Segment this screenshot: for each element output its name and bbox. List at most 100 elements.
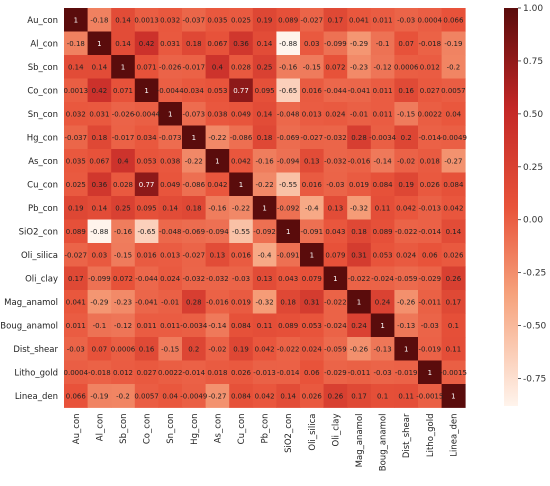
heatmap-cells [64, 8, 466, 408]
heatmap-cell-value: -0.019 [419, 345, 442, 353]
heatmap-cell [229, 337, 254, 361]
heatmap-cell [276, 172, 301, 197]
heatmap-cell [252, 219, 277, 244]
heatmap-cell-value: -0.15 [114, 251, 132, 259]
heatmap-cell-value: 0.26 [328, 392, 344, 400]
heatmap-cell-value: 0.19 [398, 181, 414, 189]
heatmap-cell [64, 55, 88, 79]
heatmap-cell [418, 172, 442, 197]
heatmap-cell [205, 78, 230, 103]
heatmap-cell [441, 78, 466, 103]
heatmap-cell [64, 149, 88, 173]
heatmap-cell-value: 0.024 [396, 251, 417, 259]
heatmap-cell-value: -0.0049 [440, 134, 467, 142]
heatmap-cell-value: 0.089 [278, 16, 298, 24]
heatmap-cell-value: 0.053 [302, 322, 322, 330]
heatmap-cell [205, 360, 230, 385]
heatmap-cell [300, 149, 324, 173]
heatmap-cell [229, 219, 254, 244]
heatmap-cell [252, 172, 277, 197]
heatmap-cell-value: 0.042 [396, 204, 416, 212]
colorbar-tick-label: 0.75 [523, 57, 543, 67]
heatmap-cell [158, 384, 183, 408]
heatmap-cell [323, 55, 348, 79]
heatmap-cell [370, 172, 395, 197]
heatmap-cell-value: 0.089 [373, 228, 393, 236]
heatmap-cell-value: 0.016 [137, 251, 158, 259]
heatmap-cell-value: -0.12 [374, 63, 392, 71]
heatmap-cell-value: -0.027 [65, 251, 88, 259]
heatmap-cell-value: -0.0044 [133, 110, 161, 118]
heatmap-cell [87, 290, 112, 314]
heatmap-cell [87, 243, 112, 267]
heatmap-cell-value: -0.092 [253, 228, 276, 236]
heatmap-cell-value: 0.17 [68, 275, 84, 283]
heatmap-cell [323, 384, 348, 408]
heatmap-cell-value: -0.016 [206, 298, 229, 306]
heatmap-cell [64, 31, 88, 56]
heatmap-cell [300, 31, 324, 56]
heatmap-cell-value: 0.027 [137, 369, 157, 377]
heatmap-cell-value: 1 [239, 181, 243, 189]
heatmap-cell [276, 102, 301, 126]
heatmap-cell [441, 360, 466, 385]
heatmap-cell [300, 219, 324, 244]
heatmap-cell-value: 0.06 [422, 251, 438, 259]
heatmap-cell-value: 0.035 [66, 157, 86, 165]
heatmap-cell [276, 196, 301, 220]
heatmap-cell [182, 8, 206, 32]
heatmap-cell-value: -0.022 [395, 228, 418, 236]
heatmap-cell-value: 0.084 [231, 392, 252, 400]
heatmap-cell [370, 55, 395, 79]
heatmap-cell [158, 125, 183, 150]
colorbar-tick-label: -0.50 [523, 322, 547, 332]
heatmap-cell [205, 243, 230, 267]
heatmap-cell-value: 0.13 [210, 251, 226, 259]
heatmap-cell-value: -0.013 [419, 204, 442, 212]
heatmap-cell-value: 1 [333, 275, 337, 283]
heatmap-cell [205, 337, 230, 361]
heatmap-cell [205, 125, 230, 150]
heatmap-cell-value: -0.0034 [369, 134, 397, 142]
heatmap-cell-value: 0.0022 [418, 110, 443, 118]
heatmap-cell-value: -0.032 [324, 134, 347, 142]
heatmap-cell [252, 78, 277, 103]
x-tick-label: Au_con [72, 414, 82, 445]
x-tick-label: Oli_clay [331, 414, 341, 447]
heatmap-cell [276, 290, 301, 314]
heatmap-cell [158, 290, 183, 314]
heatmap-cell-value: 0.089 [66, 228, 86, 236]
heatmap-cell-value: -0.091 [277, 251, 300, 259]
heatmap-cell-value: -0.88 [90, 228, 108, 236]
heatmap-cell-value: 0.043 [325, 228, 345, 236]
heatmap-cell [418, 243, 442, 267]
heatmap-cell-value: -0.16 [114, 228, 133, 236]
heatmap-cell [370, 8, 395, 32]
heatmap-cell [134, 149, 159, 173]
heatmap-cell-value: -0.059 [324, 345, 347, 353]
heatmap-cell [370, 31, 395, 56]
heatmap-cell-value: -0.23 [350, 63, 368, 71]
heatmap-cell [229, 55, 254, 79]
heatmap-cell-value: 0.31 [304, 298, 320, 306]
heatmap-cell-value: 0.36 [92, 181, 108, 189]
heatmap-cell-value: -0.069 [183, 228, 206, 236]
heatmap-cell [134, 102, 159, 126]
heatmap-cell [394, 196, 419, 220]
heatmap-cell-value: -0.011 [419, 298, 442, 306]
heatmap-cell-value: 0.011 [137, 322, 157, 330]
heatmap-cell [347, 290, 372, 314]
heatmap-cell [276, 31, 301, 56]
heatmap-cell [87, 337, 112, 361]
heatmap-cell-value: 0.14 [115, 16, 131, 24]
heatmap-cell-value: 0.2 [401, 134, 412, 142]
heatmap-cell [347, 31, 372, 56]
heatmap-cell [205, 266, 230, 291]
heatmap-cell-value: -0.027 [301, 16, 324, 24]
heatmap-cell [370, 78, 395, 103]
heatmap-cell [441, 384, 466, 408]
heatmap-cell [134, 172, 159, 197]
heatmap-cell-value: -0.32 [256, 298, 274, 306]
heatmap-cell [205, 196, 230, 220]
heatmap-cell-value: -0.01 [350, 110, 368, 118]
